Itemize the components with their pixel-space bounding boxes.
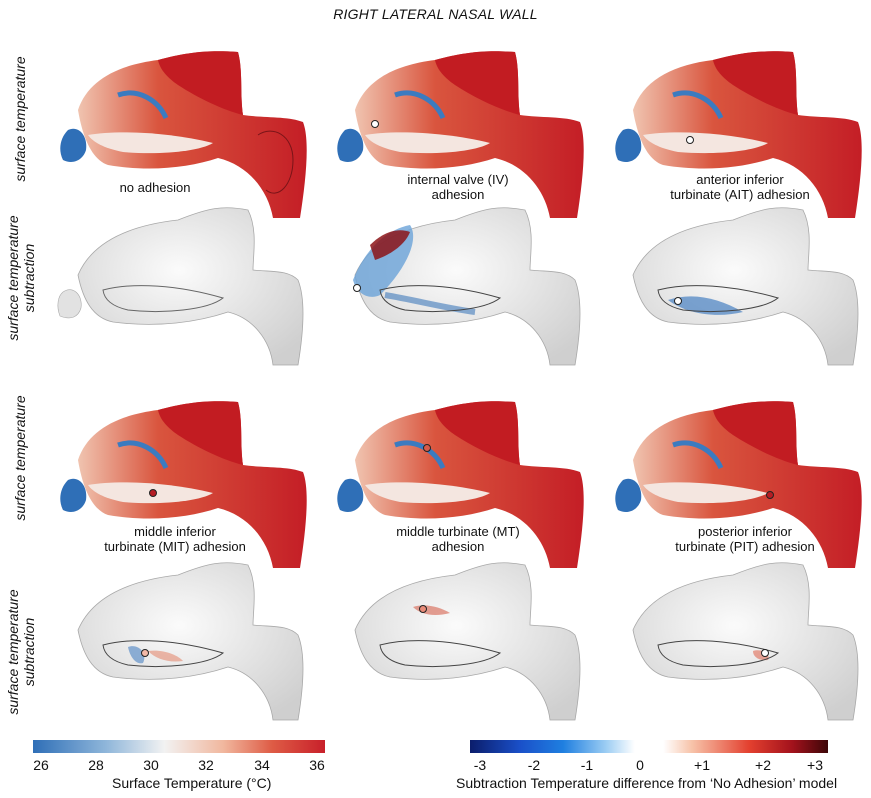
tick-label: 32 [198, 757, 214, 773]
adhesion-marker [149, 489, 157, 497]
adhesion-marker [419, 605, 427, 613]
tick-label: 28 [88, 757, 104, 773]
caption-no-adhesion: no adhesion [119, 180, 191, 195]
tick-label: +3 [807, 757, 823, 773]
tick-label: +2 [755, 757, 771, 773]
tick-label: 26 [33, 757, 49, 773]
caption-mit-adhesion: middle inferior turbinate (MIT) adhesion [104, 524, 246, 554]
caption-mt-adhesion: middle turbinate (MT) adhesion [396, 524, 520, 554]
panel-temp-no-adhesion [48, 40, 310, 220]
colorbar-subtraction-ticks: -3 -2 -1 0 +1 +2 +3 [470, 757, 828, 775]
caption-ait-adhesion: anterior inferior turbinate (AIT) adhesio… [670, 172, 810, 202]
row-label-temperature-2: surface temperature [12, 395, 28, 521]
colorbar-subtraction-label: Subtraction Temperature difference from … [456, 775, 838, 791]
tick-label: 30 [143, 757, 159, 773]
panel-temp-mit-adhesion [48, 390, 310, 570]
adhesion-marker [141, 649, 149, 657]
adhesion-marker [353, 284, 361, 292]
adhesion-marker [371, 120, 379, 128]
panel-sub-iv-adhesion [325, 200, 587, 370]
figure-title: RIGHT LATERAL NASAL WALL [333, 6, 538, 22]
tick-label: -3 [473, 757, 487, 773]
tick-label: 0 [636, 757, 644, 773]
panel-sub-mt-adhesion [325, 555, 587, 725]
tick-label: -1 [580, 757, 594, 773]
colorbar-temperature-label: Surface Temperature (°C) [112, 775, 272, 791]
row-label-subtraction-1: surface temperature subtraction [5, 215, 37, 341]
row-label-temperature-1: surface temperature [12, 56, 28, 182]
panel-sub-no-adhesion [48, 200, 310, 370]
adhesion-marker [674, 297, 682, 305]
adhesion-marker [766, 491, 774, 499]
colorbar-subtraction [470, 740, 828, 753]
tick-label: 34 [254, 757, 270, 773]
adhesion-marker [761, 649, 769, 657]
panel-sub-pit-adhesion [603, 555, 865, 725]
caption-pit-adhesion: posterior inferior turbinate (PIT) adhesi… [675, 524, 815, 554]
panel-temp-pit-adhesion [603, 390, 865, 570]
adhesion-marker [423, 444, 431, 452]
tick-label: -2 [527, 757, 541, 773]
panel-sub-ait-adhesion [603, 200, 865, 370]
tick-label: +1 [694, 757, 710, 773]
caption-iv-adhesion: internal valve (IV) adhesion [407, 172, 509, 202]
panel-temp-ait-adhesion [603, 40, 865, 220]
adhesion-marker [686, 136, 694, 144]
row-label-subtraction-2: surface temperature subtraction [5, 589, 37, 715]
colorbar-temperature-ticks: 26 28 30 32 34 36 [33, 757, 325, 775]
panel-temp-iv-adhesion [325, 40, 587, 220]
tick-label: 36 [309, 757, 325, 773]
panel-temp-mt-adhesion [325, 390, 587, 570]
panel-sub-mit-adhesion [48, 555, 310, 725]
colorbar-temperature [33, 740, 325, 753]
